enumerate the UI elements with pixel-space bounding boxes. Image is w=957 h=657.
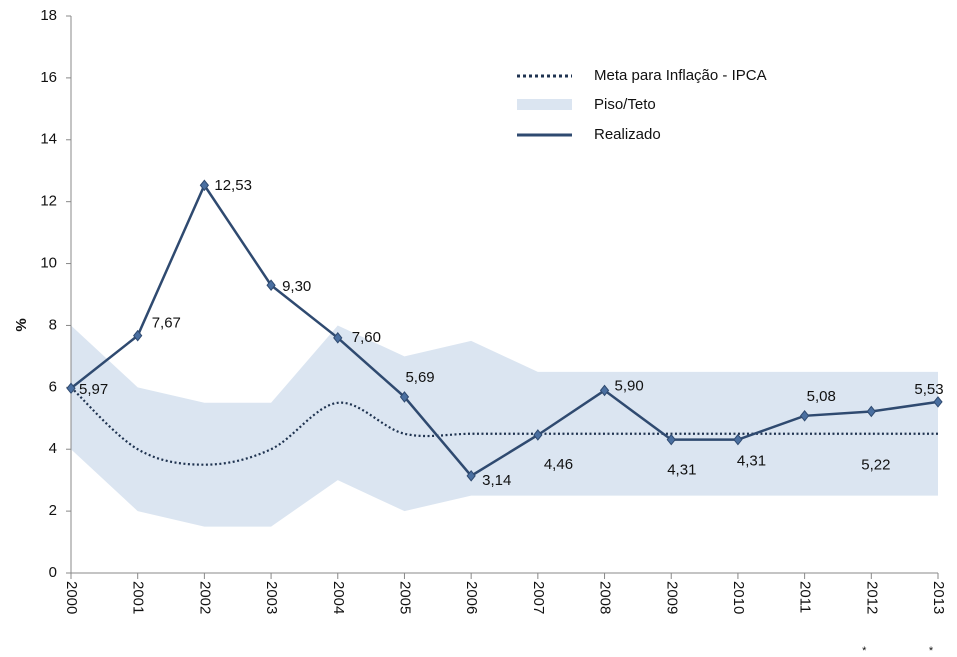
realizado-line [70,182,939,478]
realizado-marker [933,396,943,408]
data-label: 5,97 [79,381,108,398]
y-tick-label: 18 [40,7,57,24]
y-tick-label: 12 [40,193,57,210]
legend-label: Realizado [594,126,661,143]
x-tick-label: 2011 [797,581,814,613]
realizado-marker [666,433,676,446]
data-label: 9,30 [282,278,311,295]
y-tick-label: 8 [49,316,57,333]
realizado-marker [799,410,810,422]
data-label: 5,90 [615,377,644,394]
data-label: 5,22 [861,456,890,473]
x-tick-label: 2002 [196,581,213,614]
y-tick-label: 2 [49,502,57,519]
data-label: 5,08 [807,388,836,405]
realizado-marker [733,433,743,446]
realizado-marker [599,384,610,397]
y-tick-label: 14 [40,131,57,148]
data-label: 3,14 [482,472,511,489]
realizado-marker [866,405,876,418]
meta-line [70,386,938,466]
data-label: 4,46 [544,456,573,473]
x-tick-label: 2001 [130,581,147,614]
x-tick-label: 2003 [263,581,280,614]
data-label: 5,53 [914,381,943,398]
realizado-marker [266,279,276,292]
x-tick-label: 2009 [663,581,680,614]
data-label: 4,31 [667,462,696,479]
realizado-marker [533,429,543,441]
x-tick-marker: * [929,645,934,657]
legend-swatch [517,99,572,110]
legend-label: Meta para Inflação - IPCA [594,67,767,84]
data-label: 12,53 [214,177,252,194]
y-axis-label: % [13,318,30,331]
x-tick-label: 2006 [463,581,480,614]
y-tick-label: 16 [40,69,57,86]
y-tick-label: 10 [40,255,57,272]
x-tick-label: 2013 [930,581,947,614]
legend-label: Piso/Teto [594,96,656,113]
realizado-marker [333,332,343,344]
data-label: 5,69 [405,369,434,386]
y-tick-label: 6 [49,378,57,395]
x-tick-label: 2004 [330,581,347,614]
band-area [71,325,938,527]
realizado-marker [199,179,210,192]
data-label: 4,31 [737,453,766,470]
data-label: 7,60 [352,329,381,346]
y-tick-label: 4 [49,440,57,457]
realizado-marker [466,470,476,482]
data-label: 7,67 [152,315,181,332]
x-tick-marker: * [862,645,867,657]
x-tick-label: 2012 [863,581,880,614]
x-tick-label: 2008 [597,581,614,614]
x-tick-label: 2010 [730,581,747,614]
realizado-marker [133,329,143,342]
x-tick-label: 2005 [396,581,413,614]
x-tick-label: 2000 [63,581,80,614]
realizado-marker [399,391,410,403]
x-tick-label: 2007 [530,581,547,614]
y-tick-label: 0 [49,564,57,581]
realizado-marker [66,382,76,395]
